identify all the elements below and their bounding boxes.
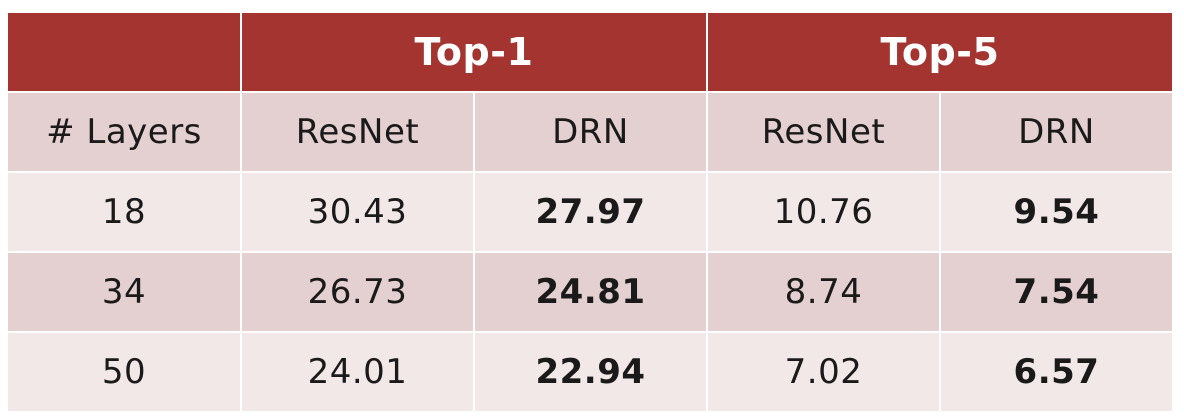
table-row-cell-top5-resnet: 8.74 <box>708 253 939 331</box>
table-row-cell-layers: 34 <box>8 253 240 331</box>
table-row-cell-layers: 50 <box>8 333 240 411</box>
table-row-cell-top1-resnet: 26.73 <box>242 253 473 331</box>
group-header-top5: Top-5 <box>708 13 1172 91</box>
table-row-cell-top5-drn: 9.54 <box>941 173 1172 251</box>
corner-header-cell <box>8 13 240 91</box>
col-header-layers: # Layers <box>8 93 240 171</box>
table-row-cell-top1-drn: 24.81 <box>475 253 706 331</box>
col-header-top1-resnet: ResNet <box>242 93 473 171</box>
table-row-cell-top1-drn: 27.97 <box>475 173 706 251</box>
table-row-cell-top1-resnet: 30.43 <box>242 173 473 251</box>
table-row-cell-top5-drn: 6.57 <box>941 333 1172 411</box>
table-row-cell-layers: 18 <box>8 173 240 251</box>
table-row-cell-top1-drn: 22.94 <box>475 333 706 411</box>
table-row-cell-top1-resnet: 24.01 <box>242 333 473 411</box>
col-header-top5-resnet: ResNet <box>708 93 939 171</box>
table-row-cell-top5-resnet: 10.76 <box>708 173 939 251</box>
results-table: Top-1 Top-5 # Layers ResNet DRN ResNet D… <box>8 13 1172 411</box>
group-header-top1: Top-1 <box>242 13 706 91</box>
col-header-top5-drn: DRN <box>941 93 1172 171</box>
col-header-top1-drn: DRN <box>475 93 706 171</box>
table-row-cell-top5-drn: 7.54 <box>941 253 1172 331</box>
table-row-cell-top5-resnet: 7.02 <box>708 333 939 411</box>
